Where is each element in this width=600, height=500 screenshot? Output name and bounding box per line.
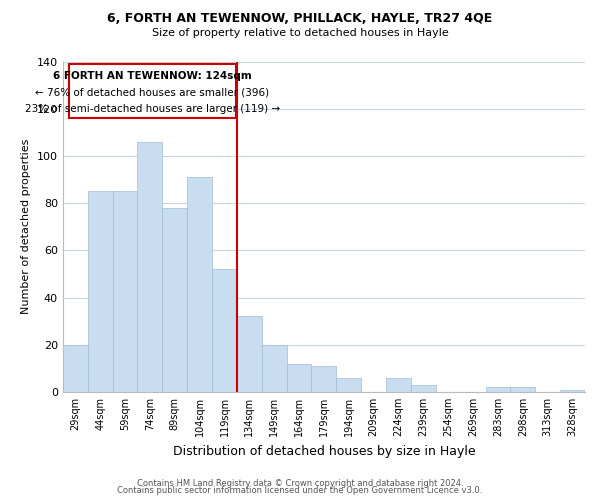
Y-axis label: Number of detached properties: Number of detached properties xyxy=(22,139,31,314)
Text: 6 FORTH AN TEWENNOW: 124sqm: 6 FORTH AN TEWENNOW: 124sqm xyxy=(53,71,252,81)
Bar xyxy=(163,208,187,392)
Text: ← 76% of detached houses are smaller (396): ← 76% of detached houses are smaller (39… xyxy=(35,88,269,98)
Bar xyxy=(337,378,361,392)
Bar xyxy=(560,390,585,392)
Text: Contains HM Land Registry data © Crown copyright and database right 2024.: Contains HM Land Registry data © Crown c… xyxy=(137,478,463,488)
Text: 23% of semi-detached houses are larger (119) →: 23% of semi-detached houses are larger (… xyxy=(25,104,280,114)
Bar xyxy=(511,387,535,392)
Text: Size of property relative to detached houses in Hayle: Size of property relative to detached ho… xyxy=(152,28,448,38)
Bar xyxy=(262,344,287,392)
Bar xyxy=(311,366,337,392)
Bar xyxy=(63,344,88,392)
Bar xyxy=(485,387,511,392)
Text: Contains public sector information licensed under the Open Government Licence v3: Contains public sector information licen… xyxy=(118,486,482,495)
Text: 6, FORTH AN TEWENNOW, PHILLACK, HAYLE, TR27 4QE: 6, FORTH AN TEWENNOW, PHILLACK, HAYLE, T… xyxy=(107,12,493,26)
Bar xyxy=(113,192,137,392)
Bar xyxy=(137,142,163,392)
Bar xyxy=(212,269,237,392)
Bar xyxy=(88,192,113,392)
Bar xyxy=(287,364,311,392)
Bar xyxy=(237,316,262,392)
Bar xyxy=(187,177,212,392)
FancyBboxPatch shape xyxy=(69,64,236,118)
X-axis label: Distribution of detached houses by size in Hayle: Distribution of detached houses by size … xyxy=(173,444,475,458)
Bar xyxy=(411,385,436,392)
Bar xyxy=(386,378,411,392)
